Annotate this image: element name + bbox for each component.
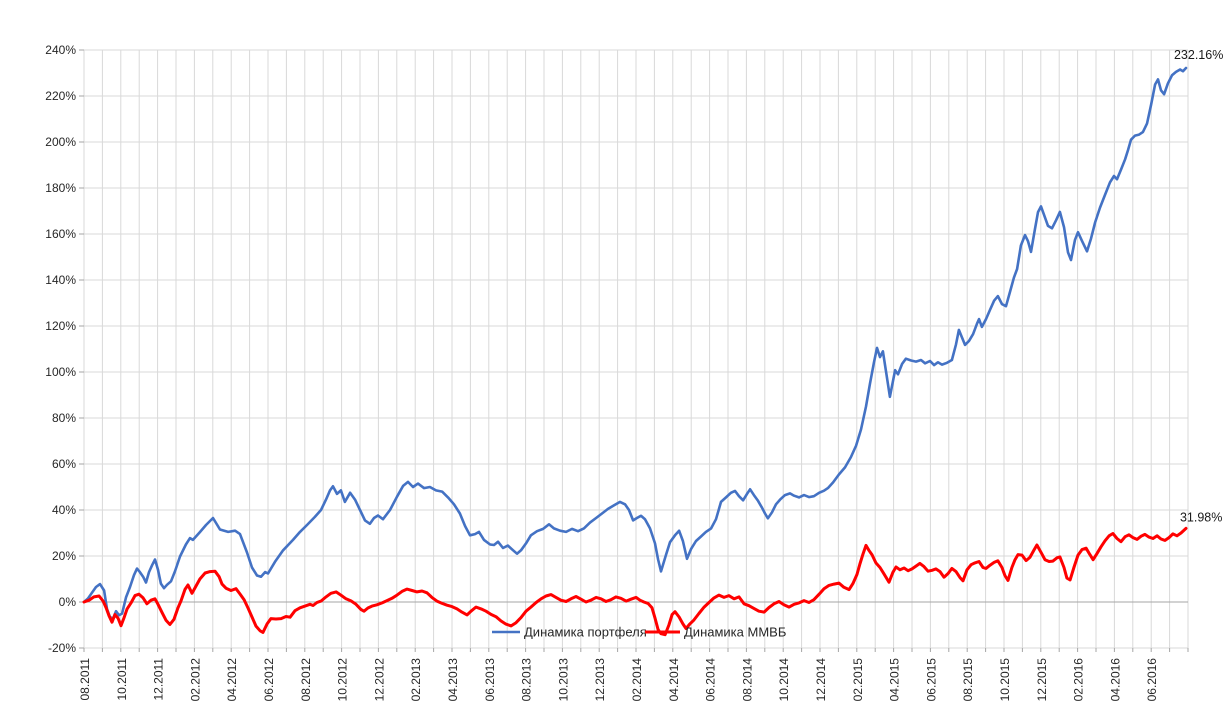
- y-tick-label: 120%: [45, 319, 76, 333]
- x-tick-label: 10.2013: [556, 658, 570, 702]
- y-tick-label: -20%: [48, 641, 76, 655]
- legend-label: Динамика ММВБ: [684, 625, 786, 640]
- y-tick-label: 80%: [52, 411, 76, 425]
- x-tick-label: 02.2013: [409, 658, 423, 702]
- y-tick-label: 40%: [52, 503, 76, 517]
- x-tick-label: 12.2012: [372, 658, 386, 702]
- x-tick-label: 04.2013: [446, 658, 460, 702]
- x-tick-label: 08.2015: [961, 658, 975, 702]
- y-tick-label: 220%: [45, 89, 76, 103]
- y-tick-label: 60%: [52, 457, 76, 471]
- y-tick-label: 140%: [45, 273, 76, 287]
- x-tick-label: 08.2011: [78, 658, 92, 701]
- axis-ticks: [79, 49, 1189, 652]
- x-tick-label: 06.2015: [924, 658, 938, 702]
- x-tick-label: 12.2014: [814, 658, 828, 702]
- x-tick-label: 08.2012: [299, 658, 313, 702]
- x-tick-label: 08.2013: [520, 658, 534, 702]
- x-tick-label: 02.2014: [630, 658, 644, 702]
- y-tick-label: 100%: [45, 365, 76, 379]
- x-tick-label: 10.2012: [336, 658, 350, 702]
- x-tick-label: 12.2015: [1035, 658, 1049, 702]
- x-tick-label: 04.2016: [1108, 658, 1122, 702]
- micex-end-value-label: 31.98%: [1180, 510, 1222, 524]
- x-tick-label: 02.2016: [1072, 658, 1086, 702]
- portfolio-line-series: [82, 66, 1188, 620]
- x-tick-label: 02.2015: [851, 658, 865, 702]
- x-tick-label: 12.2011: [152, 658, 166, 701]
- legend-item: Динамика ММВБ: [645, 625, 786, 640]
- portfolio-end-value-label: 232.16%: [1174, 48, 1223, 62]
- x-tick-label: 10.2011: [115, 658, 129, 701]
- x-tick-label: 12.2013: [593, 658, 607, 702]
- y-tick-label: 0%: [59, 595, 77, 609]
- x-tick-label: 04.2014: [667, 658, 681, 702]
- x-tick-label: 06.2016: [1145, 658, 1159, 702]
- x-tick-label: 08.2014: [740, 658, 754, 702]
- legend-item: Динамика портфеля: [492, 625, 647, 640]
- micex-line-series: [82, 526, 1188, 637]
- y-tick-label: 200%: [45, 135, 76, 149]
- x-axis-labels: 08.2011 10.2011 12.2011 02.2012 04.2012 06.20…: [78, 658, 1159, 702]
- x-tick-label: 02.2012: [188, 658, 202, 702]
- x-tick-label: 06.2013: [483, 658, 497, 702]
- y-tick-label: 160%: [45, 227, 76, 241]
- legend: Динамика портфеля Динамика ММВБ: [492, 625, 786, 640]
- x-tick-label: 06.2014: [704, 658, 718, 702]
- y-tick-label: 20%: [52, 549, 76, 563]
- y-axis-labels: -20% 0% 20% 40% 60% 80% 100% 120% 140% 160% 180% 20…: [45, 43, 76, 655]
- y-tick-label: 240%: [45, 43, 76, 57]
- legend-label: Динамика портфеля: [524, 625, 647, 640]
- x-tick-label: 04.2015: [888, 658, 902, 702]
- x-tick-label: 04.2012: [225, 658, 239, 702]
- x-tick-label: 10.2015: [998, 658, 1012, 702]
- x-tick-label: 06.2012: [262, 658, 276, 702]
- vertical-gridlines: [83, 50, 1189, 648]
- y-tick-label: 180%: [45, 181, 76, 195]
- x-tick-label: 10.2014: [777, 658, 791, 702]
